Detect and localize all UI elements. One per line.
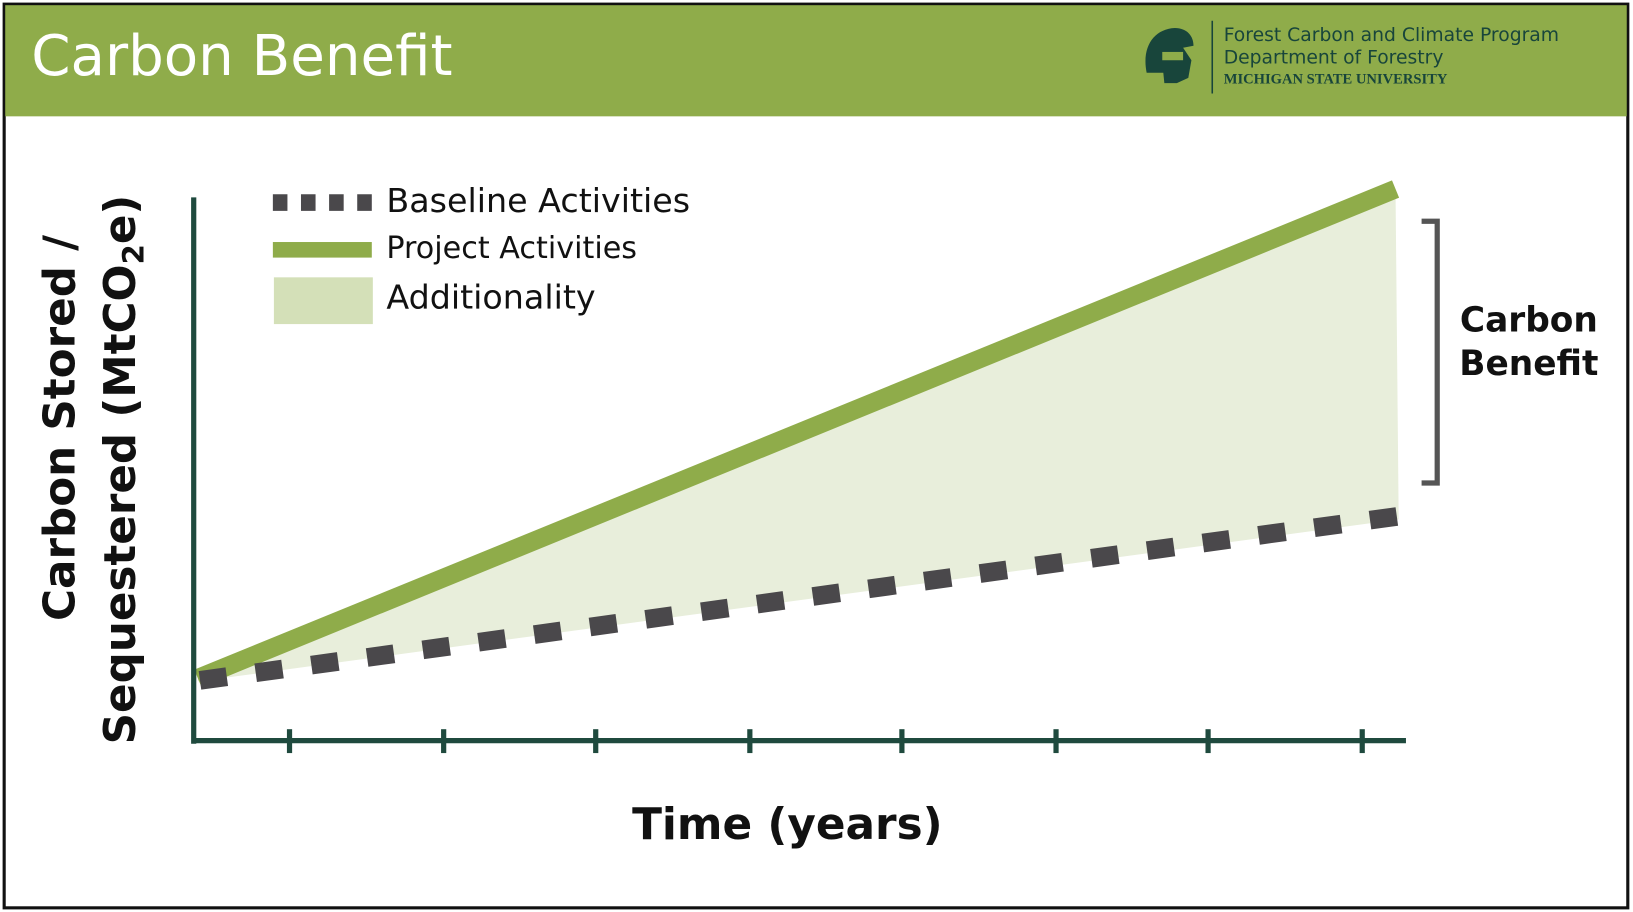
axes	[191, 197, 1406, 754]
y-axis-label: Sequestered (MtCO2e)	[95, 195, 151, 745]
org-line: Department of Forestry	[1224, 48, 1444, 69]
legend-label: Baseline Activities	[386, 181, 690, 220]
project-line	[194, 180, 1400, 687]
y-axis-label: Carbon Stored /	[34, 235, 85, 621]
header-bar	[5, 5, 1627, 117]
bracket-label: Benefit	[1459, 344, 1598, 384]
legend-swatch	[272, 242, 372, 258]
y-axis-label-line: Sequestered (MtCO2e)	[95, 195, 151, 745]
org-line: MICHIGAN STATE UNIVERSITY	[1224, 71, 1448, 87]
legend-label: Additionality	[386, 278, 595, 317]
y-axis-label-line: Carbon Stored /	[34, 235, 85, 621]
x-axis-label: Time (years)	[632, 799, 943, 850]
y-label-sub: 2	[116, 244, 150, 264]
bracket-label: Carbon	[1460, 301, 1598, 341]
bracket	[1421, 218, 1440, 486]
org-line: Forest Carbon and Climate Program	[1224, 25, 1559, 46]
logo	[1145, 28, 1194, 84]
legend-swatch	[273, 277, 373, 325]
legend-label: Project Activities	[386, 231, 637, 266]
y-label-part: e)	[95, 195, 146, 245]
y-label-part: Sequestered (MtCO	[95, 264, 146, 744]
header-title: Carbon Benefit	[31, 24, 452, 89]
